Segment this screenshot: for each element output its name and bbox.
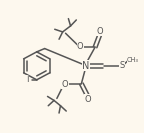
Text: I: I <box>26 75 29 84</box>
Text: N: N <box>82 61 89 71</box>
Text: O: O <box>62 80 68 89</box>
Text: O: O <box>97 27 103 36</box>
Text: O: O <box>77 42 84 51</box>
Text: S: S <box>119 61 124 70</box>
Text: CH₃: CH₃ <box>127 57 139 63</box>
Text: O: O <box>85 95 91 104</box>
